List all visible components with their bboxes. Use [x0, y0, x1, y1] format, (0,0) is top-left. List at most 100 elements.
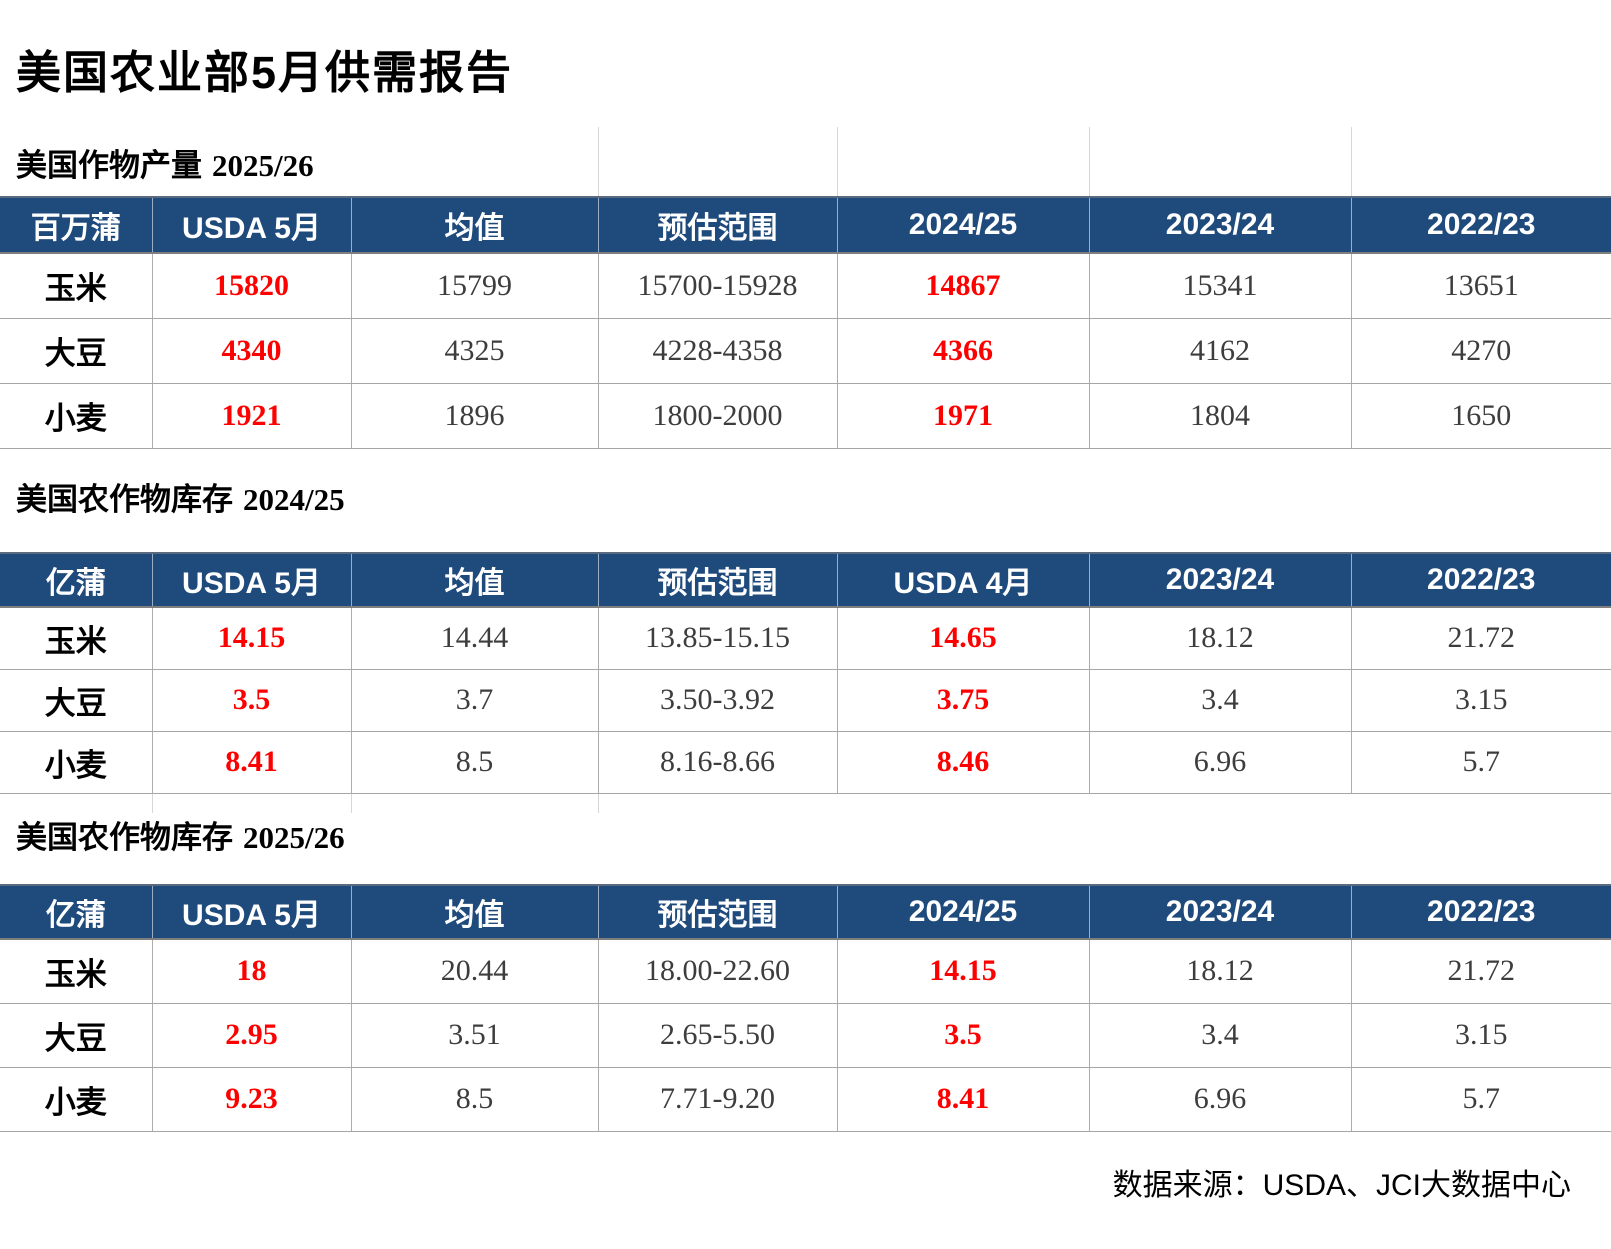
cell-2022-23: 4270: [1351, 318, 1611, 384]
cell-2024-25: 14.15: [837, 939, 1090, 1004]
table-row-soybean: 大豆 4340 4325 4228-4358 4366 4162 4270: [0, 318, 1611, 384]
cell-estimate-range: 7.71-9.20: [598, 1067, 838, 1132]
cell-2024-25: 1971: [837, 383, 1090, 449]
cell-2024-25: 4366: [837, 318, 1090, 384]
column-header-unit: 亿蒲: [0, 552, 153, 608]
page-title: 美国农业部5月供需报告: [16, 47, 514, 98]
cell-2022-23: 1650: [1351, 383, 1611, 449]
cell-2023-24: 3.4: [1089, 669, 1352, 732]
cell-2023-24: 18.12: [1089, 607, 1352, 670]
column-header: 2024/25: [837, 884, 1090, 940]
table-row-wheat: 小麦 1921 1896 1800-2000 1971 1804 1650: [0, 383, 1611, 449]
cell-2023-24: 6.96: [1089, 731, 1352, 794]
cell-2023-24: 15341: [1089, 253, 1352, 319]
column-header: 2022/23: [1351, 884, 1611, 940]
worksheet-gridline: [598, 127, 599, 196]
table-us-crop-stocks-2025-26: 亿蒲 USDA 5月 均值 预估范围 2024/25 2023/24 2022/…: [0, 884, 1611, 1132]
section-title-text: 美国作物产量: [16, 148, 202, 183]
cell-usda-may: 14.15: [152, 607, 352, 670]
worksheet-gridline: [1351, 127, 1352, 196]
row-label: 玉米: [0, 253, 153, 319]
table-row-corn: 玉米 18 20.44 18.00-22.60 14.15 18.12 21.7…: [0, 939, 1611, 1004]
cell-average: 14.44: [351, 607, 599, 670]
cell-2023-24: 6.96: [1089, 1067, 1352, 1132]
row-label: 小麦: [0, 731, 153, 794]
column-header: 2022/23: [1351, 196, 1611, 254]
row-label: 大豆: [0, 1003, 153, 1068]
column-header: USDA 5月: [152, 552, 352, 608]
cell-usda-may: 2.95: [152, 1003, 352, 1068]
column-header: 均值: [351, 196, 599, 254]
cell-usda-may: 9.23: [152, 1067, 352, 1132]
worksheet-gridline: [598, 791, 599, 813]
cell-usda-may: 15820: [152, 253, 352, 319]
column-header: 2022/23: [1351, 552, 1611, 608]
table-row-soybean: 大豆 2.95 3.51 2.65-5.50 3.5 3.4 3.15: [0, 1003, 1611, 1068]
column-header: 预估范围: [598, 552, 838, 608]
cell-usda-april: 14.65: [837, 607, 1090, 670]
cell-2022-23: 13651: [1351, 253, 1611, 319]
section-title-production: 美国作物产量 2025/26: [16, 140, 314, 185]
column-header: USDA 5月: [152, 884, 352, 940]
column-header: 预估范围: [598, 884, 838, 940]
cell-usda-may: 1921: [152, 383, 352, 449]
cell-average: 1896: [351, 383, 599, 449]
section-period: 2025/26: [243, 820, 345, 855]
cell-estimate-range: 4228-4358: [598, 318, 838, 384]
row-label: 小麦: [0, 1067, 153, 1132]
cell-usda-may: 8.41: [152, 731, 352, 794]
table-row-wheat: 小麦 9.23 8.5 7.71-9.20 8.41 6.96 5.7: [0, 1067, 1611, 1132]
table-header-row: 百万蒲 USDA 5月 均值 预估范围 2024/25 2023/24 2022…: [0, 196, 1611, 254]
cell-2022-23: 5.7: [1351, 731, 1611, 794]
cell-average: 8.5: [351, 1067, 599, 1132]
cell-2022-23: 21.72: [1351, 939, 1611, 1004]
cell-usda-april: 3.75: [837, 669, 1090, 732]
column-header: 2023/24: [1089, 552, 1352, 608]
cell-usda-april: 8.46: [837, 731, 1090, 794]
table-row-corn: 玉米 15820 15799 15700-15928 14867 15341 1…: [0, 253, 1611, 319]
cell-2024-25: 14867: [837, 253, 1090, 319]
cell-estimate-range: 15700-15928: [598, 253, 838, 319]
cell-estimate-range: 8.16-8.66: [598, 731, 838, 794]
column-header: USDA 5月: [152, 196, 352, 254]
column-header-unit: 亿蒲: [0, 884, 153, 940]
section-title-text: 美国农作物库存: [16, 820, 233, 855]
table-header-row: 亿蒲 USDA 5月 均值 预估范围 2024/25 2023/24 2022/…: [0, 884, 1611, 940]
cell-2023-24: 18.12: [1089, 939, 1352, 1004]
cell-2023-24: 4162: [1089, 318, 1352, 384]
cell-estimate-range: 2.65-5.50: [598, 1003, 838, 1068]
cell-usda-may: 3.5: [152, 669, 352, 732]
cell-average: 15799: [351, 253, 599, 319]
table-us-crop-stocks-2024-25: 亿蒲 USDA 5月 均值 预估范围 USDA 4月 2023/24 2022/…: [0, 552, 1611, 794]
column-header: 预估范围: [598, 196, 838, 254]
worksheet-gridline: [351, 791, 352, 813]
worksheet-gridline: [152, 791, 153, 813]
cell-2023-24: 1804: [1089, 383, 1352, 449]
column-header: 均值: [351, 552, 599, 608]
section-title-stocks-2024-25: 美国农作物库存 2024/25: [16, 474, 345, 519]
cell-average: 8.5: [351, 731, 599, 794]
row-label: 大豆: [0, 669, 153, 732]
data-source-note: 数据来源：USDA、JCI大数据中心: [1112, 1169, 1571, 1202]
column-header-unit: 百万蒲: [0, 196, 153, 254]
cell-estimate-range: 1800-2000: [598, 383, 838, 449]
cell-average: 3.7: [351, 669, 599, 732]
row-label: 大豆: [0, 318, 153, 384]
cell-average: 20.44: [351, 939, 599, 1004]
cell-2024-25: 3.5: [837, 1003, 1090, 1068]
row-label: 玉米: [0, 939, 153, 1004]
table-row-soybean: 大豆 3.5 3.7 3.50-3.92 3.75 3.4 3.15: [0, 669, 1611, 732]
cell-estimate-range: 3.50-3.92: [598, 669, 838, 732]
cell-2022-23: 5.7: [1351, 1067, 1611, 1132]
cell-2024-25: 8.41: [837, 1067, 1090, 1132]
column-header: USDA 4月: [837, 552, 1090, 608]
column-header: 2024/25: [837, 196, 1090, 254]
section-title-text: 美国农作物库存: [16, 482, 233, 517]
table-header-row: 亿蒲 USDA 5月 均值 预估范围 USDA 4月 2023/24 2022/…: [0, 552, 1611, 608]
table-us-crop-production: 百万蒲 USDA 5月 均值 预估范围 2024/25 2023/24 2022…: [0, 196, 1611, 449]
cell-estimate-range: 13.85-15.15: [598, 607, 838, 670]
row-label: 小麦: [0, 383, 153, 449]
cell-average: 4325: [351, 318, 599, 384]
column-header: 均值: [351, 884, 599, 940]
column-header: 2023/24: [1089, 884, 1352, 940]
